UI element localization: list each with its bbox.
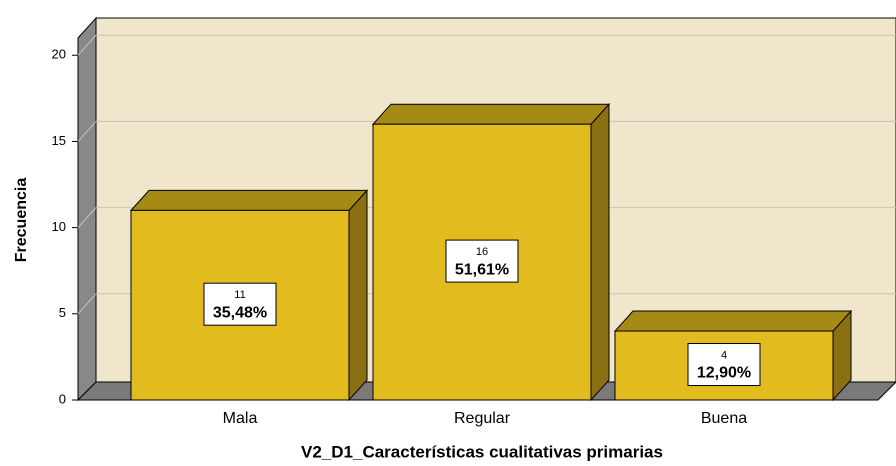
count-label: 4 xyxy=(721,349,727,361)
data-label-box xyxy=(203,282,277,326)
y-axis-title: Frecuencia xyxy=(13,178,30,263)
percent-label: 12,90% xyxy=(697,365,751,382)
bar-top xyxy=(371,103,611,125)
bar-side xyxy=(348,189,368,402)
x-axis-title: V2_D1_Características cualitativas prima… xyxy=(301,442,663,461)
grid-line xyxy=(77,207,97,228)
percent-label: 35,48% xyxy=(213,304,267,321)
bar-top xyxy=(129,189,369,211)
count-label: 11 xyxy=(234,289,245,301)
count-label: 16 xyxy=(476,246,488,258)
y-tick-label: 0 xyxy=(59,391,66,406)
grid-line xyxy=(77,293,97,315)
y-tick-label: 20 xyxy=(52,47,66,62)
left-wall xyxy=(77,16,97,402)
data-label-box xyxy=(687,343,761,387)
bars: 11 35,48% 16 51,61% 4 12,90% xyxy=(129,102,853,402)
data-label-box xyxy=(445,239,519,283)
grid-line xyxy=(77,34,97,56)
y-tick-label: 10 xyxy=(52,219,66,234)
percent-label: 51,61% xyxy=(455,261,509,278)
y-tick-label: 15 xyxy=(52,133,66,148)
grid-line xyxy=(77,121,97,142)
x-tick-label: Buena xyxy=(701,410,747,427)
x-tick-label: Regular xyxy=(454,410,511,427)
bar-top xyxy=(613,310,853,332)
bar-side xyxy=(590,102,610,402)
x-tick-label: Mala xyxy=(223,410,258,427)
y-tick-label: 5 xyxy=(59,305,66,320)
